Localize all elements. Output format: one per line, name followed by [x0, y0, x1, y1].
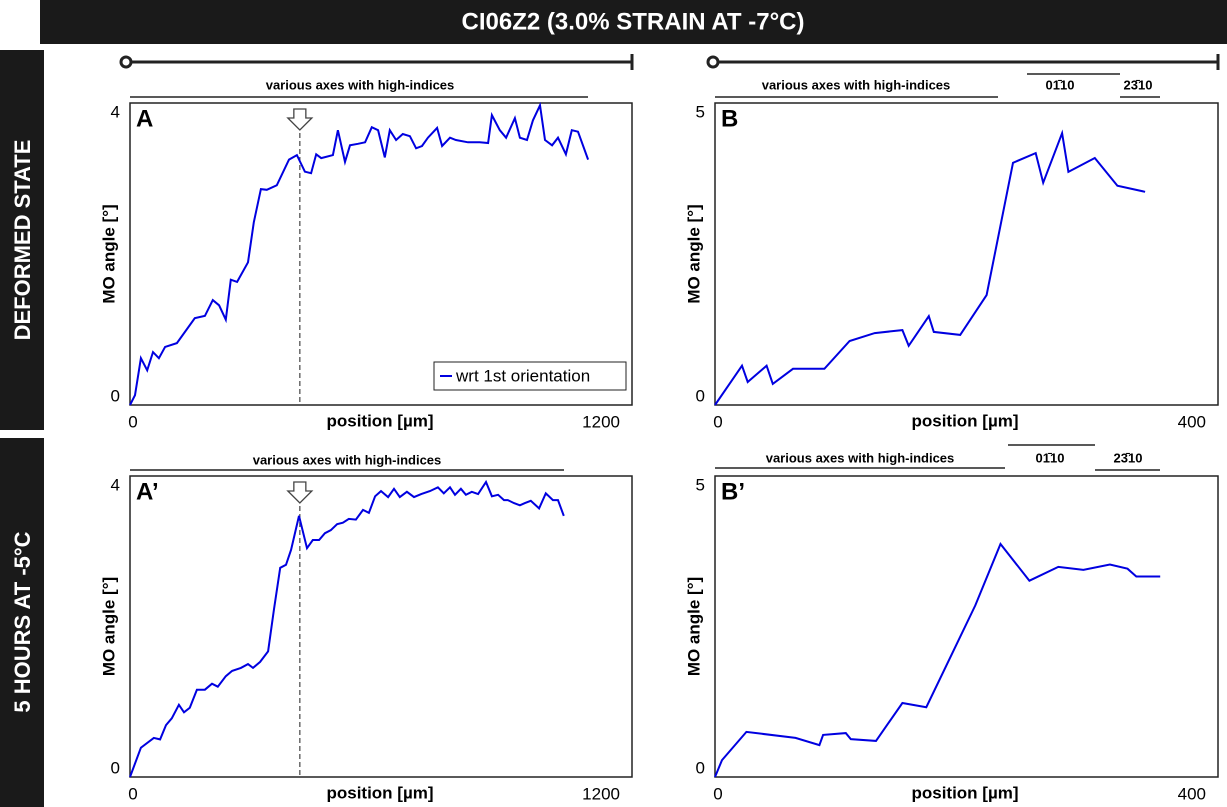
data-line — [714, 542, 1161, 778]
x-axis-label: position [µm] — [911, 783, 1018, 802]
x-axis-label: position [µm] — [326, 783, 433, 802]
x-tick-label: 1200 — [582, 784, 620, 803]
y-tick-label: 0 — [111, 386, 120, 405]
plot-frame — [129, 475, 633, 778]
y-tick-label: 0 — [696, 758, 705, 777]
x-tick-label: 400 — [1178, 784, 1206, 803]
title-bar — [40, 0, 1227, 44]
panel-label: A’ — [136, 478, 159, 505]
x-tick-label: 0 — [713, 784, 722, 803]
y-tick-label: 5 — [696, 102, 705, 121]
annotation: various axes with high-indices — [253, 452, 442, 467]
y-tick-label: 4 — [111, 102, 120, 121]
legend-label: wrt 1st orientation — [455, 366, 590, 385]
x-tick-label: 0 — [128, 412, 137, 431]
row-label: 5 HOURS AT -5°C — [10, 531, 35, 712]
data-line — [129, 479, 565, 778]
annotation: various axes with high-indices — [766, 450, 955, 465]
x-axis-label: position [µm] — [911, 411, 1018, 430]
scale-bar — [119, 54, 1220, 70]
annotation: 01̄10 — [1036, 450, 1065, 465]
y-tick-label: 0 — [111, 758, 120, 777]
figure-title: CI06Z2 (3.0% STRAIN AT -7°C) — [462, 8, 805, 35]
plot-frame — [714, 475, 1219, 778]
annotation: 23̄10 — [1124, 77, 1153, 92]
y-axis-label: MO angle [°] — [99, 204, 118, 303]
y-axis-label: MO angle [°] — [99, 577, 118, 676]
y-tick-label: 5 — [696, 475, 705, 494]
x-axis-label: position [µm] — [326, 411, 433, 430]
annotation: various axes with high-indices — [762, 77, 951, 92]
x-tick-label: 0 — [713, 412, 722, 431]
annotation: various axes with high-indices — [266, 77, 455, 92]
y-tick-label: 4 — [111, 475, 120, 494]
x-tick-label: 0 — [128, 784, 137, 803]
annotation: 01̄10 — [1046, 77, 1075, 92]
plot-frame — [714, 102, 1219, 406]
marker-arrow — [286, 108, 314, 131]
row-bar — [0, 438, 44, 807]
panel-label: B’ — [721, 478, 745, 505]
x-tick-label: 1200 — [582, 412, 620, 431]
plot-frame — [129, 102, 633, 406]
legend-box — [433, 361, 627, 391]
row-label: DEFORMED STATE — [10, 140, 35, 341]
x-tick-label: 400 — [1178, 412, 1206, 431]
y-axis-label: MO angle [°] — [684, 204, 703, 303]
y-tick-label: 0 — [696, 386, 705, 405]
data-line — [129, 101, 590, 406]
y-axis-label: MO angle [°] — [684, 577, 703, 676]
annotation: 23̄10 — [1114, 450, 1143, 465]
data-line — [714, 129, 1146, 406]
panel-label: B — [721, 105, 738, 132]
panel-label: A — [136, 105, 153, 132]
row-bar — [0, 50, 44, 430]
marker-arrow — [286, 481, 314, 504]
